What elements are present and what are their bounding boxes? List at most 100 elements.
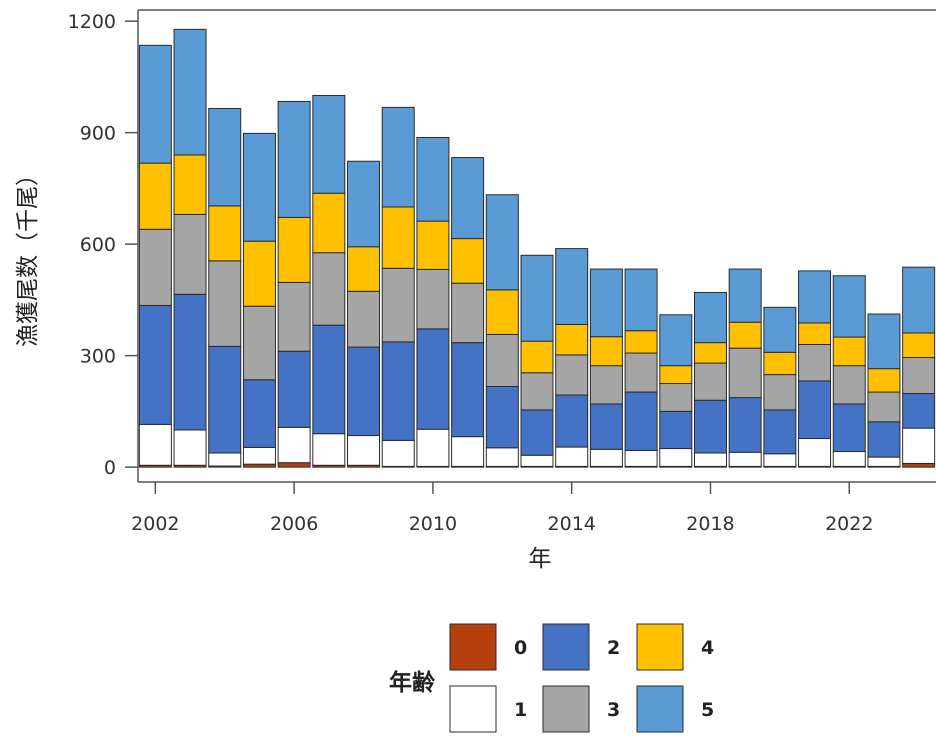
- x-tick-label: 2006: [270, 513, 318, 535]
- bar-segment-age-1: [763, 453, 797, 467]
- bar-segment-age-3: [763, 374, 797, 411]
- bar-segment-age-5: [624, 268, 658, 332]
- bar-segment-age-5: [798, 270, 832, 324]
- bar-segment-age-2: [589, 403, 623, 450]
- bar-segment-age-4: [138, 162, 172, 230]
- bar-segment-age-2: [173, 293, 207, 431]
- bar-segment-age-1: [312, 433, 346, 466]
- x-tick-label: 2010: [409, 513, 457, 535]
- bar-segment-age-3: [208, 260, 242, 347]
- y-tick-label: 300: [80, 346, 116, 368]
- legend-swatch: [542, 685, 590, 733]
- y-tick-label: 600: [80, 234, 116, 256]
- bar-segment-age-2: [902, 393, 936, 429]
- legend-item-age-2: 2: [542, 623, 620, 671]
- bar-stack-2002: [138, 44, 172, 468]
- bar-stack-2018: [693, 291, 727, 468]
- bar-segment-age-4: [555, 323, 589, 356]
- bar-stack-2016: [624, 268, 658, 468]
- bar-segment-age-1: [208, 452, 242, 467]
- bar-stack-2010: [416, 136, 450, 468]
- bar-segment-age-4: [520, 340, 554, 374]
- x-tick-label: 2014: [548, 513, 596, 535]
- bar-segment-age-3: [624, 352, 658, 393]
- bar-segment-age-2: [763, 409, 797, 455]
- bar-segment-age-5: [347, 160, 381, 248]
- bar-segment-age-2: [242, 379, 276, 448]
- bar-stack-2011: [451, 157, 485, 468]
- bar-segment-age-4: [624, 330, 658, 354]
- bar-segment-age-3: [659, 383, 693, 412]
- bar-segment-age-1: [693, 452, 727, 467]
- bar-segment-age-4: [173, 154, 207, 215]
- bar-segment-age-5: [728, 268, 762, 323]
- bar-segment-age-2: [347, 346, 381, 437]
- bar-segment-age-2: [728, 397, 762, 453]
- x-tick-label: 2002: [131, 513, 179, 535]
- bar-segment-age-2: [451, 342, 485, 438]
- bar-stack-2013: [520, 254, 554, 468]
- bar-segment-age-5: [902, 266, 936, 334]
- bar-segment-age-3: [589, 365, 623, 405]
- bar-segment-age-4: [763, 351, 797, 376]
- bar-segment-age-2: [693, 399, 727, 454]
- bar-stack-2017: [659, 314, 693, 468]
- x-axis-title: 年: [529, 546, 552, 572]
- bar-segment-age-4: [589, 336, 623, 367]
- bar-stack-2024: [902, 266, 936, 468]
- bar-stack-2008: [347, 160, 381, 468]
- bar-segment-age-4: [451, 238, 485, 284]
- bar-segment-age-2: [381, 341, 415, 441]
- bar-segment-age-3: [173, 213, 207, 295]
- bar-segment-age-5: [485, 194, 519, 291]
- bar-segment-age-4: [277, 216, 311, 283]
- bar-segment-age-5: [832, 275, 866, 338]
- legend-label: 5: [701, 699, 714, 721]
- bar-segment-age-2: [832, 403, 866, 453]
- bar-segment-age-1: [277, 426, 311, 464]
- bar-segment-age-1: [520, 454, 554, 467]
- y-tick-label: 1200: [68, 11, 116, 33]
- y-tick-label: 900: [80, 123, 116, 145]
- bar-stack-2005: [242, 132, 276, 468]
- bar-segment-age-3: [312, 252, 346, 326]
- bar-stack-2012: [485, 194, 519, 468]
- bar-segment-age-1: [381, 439, 415, 467]
- legend: 年齢 0 1 2 3 4 5: [389, 623, 714, 733]
- bar-segment-age-3: [867, 391, 901, 423]
- legend-item-age-0: 0: [449, 623, 527, 671]
- bar-segment-age-1: [832, 451, 866, 467]
- bar-stack-2021: [798, 270, 832, 468]
- bar-segment-age-1: [347, 435, 381, 466]
- bar-segment-age-5: [381, 106, 415, 208]
- bar-segment-age-1: [798, 438, 832, 467]
- legend-title: 年齢: [389, 669, 435, 696]
- bar-segment-age-5: [589, 268, 623, 338]
- bar-segment-age-3: [520, 372, 554, 411]
- bar-segment-age-4: [693, 342, 727, 364]
- legend-item-age-3: 3: [542, 685, 620, 733]
- legend-label: 4: [701, 637, 714, 659]
- x-tick-label: 2022: [825, 513, 873, 535]
- bar-stack-2014: [555, 248, 589, 468]
- bar-segment-age-4: [347, 246, 381, 292]
- bar-segment-age-3: [728, 347, 762, 399]
- bar-segment-age-4: [728, 321, 762, 349]
- bar-segment-age-5: [451, 157, 485, 240]
- bar-segment-age-4: [312, 192, 346, 254]
- bar-segment-age-3: [381, 267, 415, 343]
- bar-segment-age-5: [555, 248, 589, 325]
- bar-segment-age-5: [138, 44, 172, 164]
- bar-segment-age-1: [451, 436, 485, 467]
- bar-segment-age-5: [312, 94, 346, 194]
- bar-segment-age-3: [485, 333, 519, 387]
- bar-segment-age-2: [555, 394, 589, 448]
- bar-segment-age-5: [763, 306, 797, 353]
- bar-segment-age-5: [693, 291, 727, 344]
- bar-segment-age-3: [451, 282, 485, 344]
- legend-label: 2: [607, 637, 620, 659]
- bar-segment-age-3: [555, 354, 589, 396]
- bar-segment-age-1: [138, 423, 172, 466]
